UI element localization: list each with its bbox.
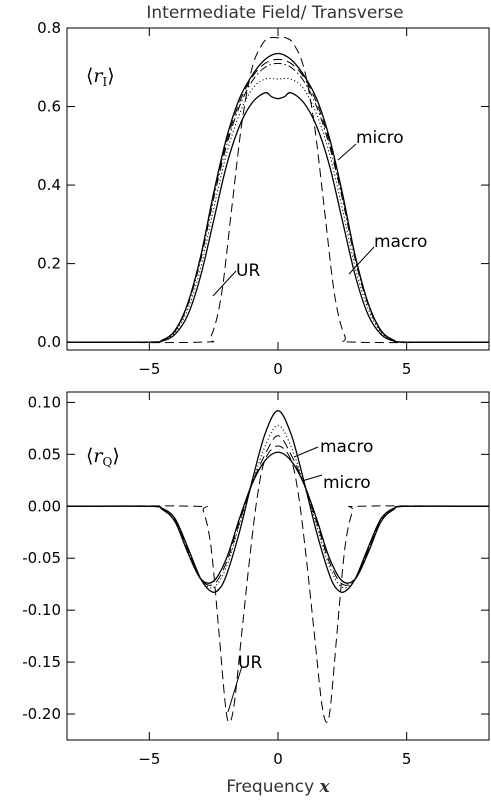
top-annotation-ur-text: UR [236,261,260,281]
x-axis-label-word: Frequency [226,777,314,797]
bottom-xtick-label-0: −5 [138,750,160,768]
bottom-series-line-3 [66,435,490,586]
top-panel-ticks: −5 0 5 0.0 0.2 0.4 0.6 0.8 [37,19,489,378]
top-annotation-macro: macro [348,232,427,275]
bottom-panel-label-sub: Q [103,455,113,469]
bottom-panel-ticks: −5 0 5 0.10 0.05 0.00 -0.05 -0.10 -0.15 -0.20 [22,392,489,768]
x-axis-label-symbol: x [319,777,331,797]
top-series-line-5 [66,36,490,344]
bottom-annotation-micro: micro [301,473,371,493]
top-xtick-label-0: −5 [138,360,160,378]
bottom-ytick-label-6: -0.20 [22,705,61,723]
top-panel-label: ⟨rI⟩ [86,65,115,89]
bottom-panel-frame [66,391,490,741]
top-panel: −5 0 5 0.0 0.2 0.4 0.6 0.8 ⟨rI⟩ micro macro UR [37,19,490,378]
top-series-line-2 [66,77,490,343]
top-annotation-micro: micro [337,128,404,161]
bottom-annotation-micro-leader [301,474,323,482]
top-panel-label-var: r [93,65,104,87]
top-xtick-label-2: 5 [402,360,412,378]
bottom-series-line-0 [66,410,490,593]
bottom-ytick-label-2: 0.00 [28,497,61,515]
top-xtick-label-1: 0 [273,360,283,378]
bottom-xtick-label-2: 5 [402,750,412,768]
bottom-annotation-ur-text: UR [238,653,262,673]
bottom-panel-series [66,410,490,723]
bottom-ytick-label-5: -0.15 [22,653,61,671]
top-annotation-micro-text: micro [356,128,404,148]
bottom-annotation-macro-text: macro [320,437,373,457]
top-ytick-label-4: 0.8 [37,19,61,37]
bottom-ytick-label-0: 0.10 [28,393,61,411]
top-series-line-1 [66,91,490,343]
top-panel-frame [66,27,490,351]
bottom-panel-label-close: ⟩ [112,445,119,467]
top-panel-label-close: ⟩ [107,65,114,87]
top-ytick-label-3: 0.6 [37,98,61,116]
top-annotation-macro-text: macro [374,232,427,252]
top-annotation-ur: UR [212,261,260,297]
bottom-panel-label-var: r [93,445,104,467]
top-series-line-3 [66,62,490,343]
top-ytick-label-2: 0.4 [37,176,61,194]
bottom-ytick-label-3: -0.05 [22,549,61,567]
bottom-ytick-label-4: -0.10 [22,601,61,619]
bottom-annotation-ur: UR [227,653,262,713]
bottom-annotation-micro-text: micro [323,473,371,493]
top-panel-label-open: ⟨ [86,65,93,87]
bottom-annotation-ur-leader [227,665,243,713]
figure-title: Intermediate Field/ Transverse [146,3,403,23]
top-series-line-4 [66,58,490,343]
top-ytick-label-0: 0.0 [37,333,61,351]
x-axis-label: Frequency x [226,777,330,797]
bottom-ytick-label-1: 0.05 [28,445,61,463]
bottom-annotation-macro-leader [293,446,319,458]
top-series-line-0 [66,52,490,343]
bottom-panel-label: ⟨rQ⟩ [86,445,120,469]
bottom-series-line-1 [66,451,490,584]
bottom-xtick-label-1: 0 [273,750,283,768]
bottom-panel-label-open: ⟨ [86,445,93,467]
top-panel-label-sub: I [103,75,108,89]
bottom-series-line-4 [66,445,490,723]
bottom-annotation-macro: macro [293,437,373,458]
bottom-panel: −5 0 5 0.10 0.05 0.00 -0.05 -0.10 -0.15 -0.20 ⟨rQ… [22,391,490,768]
top-annotation-micro-leader [337,143,357,161]
top-ytick-label-1: 0.2 [37,255,61,273]
top-annotation-macro-leader [348,246,375,275]
top-annotation-ur-leader [212,270,237,297]
top-panel-series [66,36,490,344]
